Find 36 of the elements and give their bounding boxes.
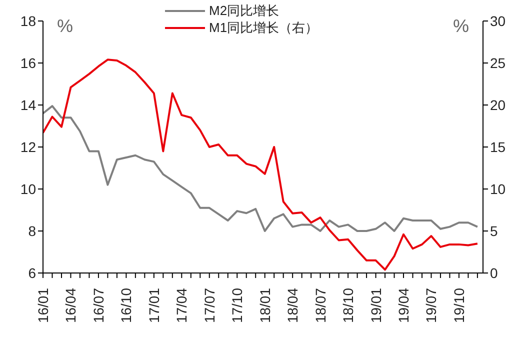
x-tick-label: 16/04 (62, 288, 79, 324)
y2-tick-label: 10 (490, 180, 506, 197)
y-tick-label: 18 (20, 12, 36, 29)
x-tick-label: 16/07 (90, 288, 106, 324)
x-tick-label: 18/10 (340, 288, 356, 324)
y-tick-label: 6 (28, 264, 36, 281)
y-tick-label: 10 (20, 180, 36, 197)
y-tick-label: 12 (20, 138, 36, 155)
line-series (43, 105, 478, 232)
y-tick-label: 16 (20, 54, 36, 71)
x-tick-label: 17/07 (201, 288, 218, 324)
legend-label: M2同比增长 (209, 2, 280, 19)
x-tick-label: 17/01 (146, 288, 162, 324)
x-tick-label: 18/01 (256, 288, 273, 324)
x-tick-label: 19/07 (423, 288, 440, 324)
x-tick-label: 19/04 (396, 288, 412, 324)
y2-tick-label: 0 (490, 264, 498, 281)
y-tick-label: 14 (20, 96, 36, 113)
x-tick-label: 19/10 (450, 288, 467, 324)
y2-tick-label: 5 (490, 222, 498, 239)
x-tick-label: 17/10 (229, 288, 246, 324)
y2-tick-label: 30 (490, 12, 506, 29)
x-tick-label: 18/07 (312, 288, 328, 324)
x-tick-label: 16/10 (118, 288, 134, 324)
x-tick-label: 17/04 (174, 288, 190, 324)
x-tick-label: 18/04 (284, 288, 301, 324)
y2-tick-label: 20 (490, 96, 506, 113)
x-tick-label: 16/01 (35, 288, 51, 324)
y-axis-title: % (56, 16, 73, 36)
y2-tick-label: 25 (490, 54, 506, 71)
line-series (43, 58, 478, 271)
x-tick-label: 19/01 (368, 288, 384, 324)
legend-label: M1同比增长（右） (209, 19, 318, 36)
y2-axis-title: % (453, 16, 470, 36)
y-tick-label: 8 (28, 222, 36, 239)
y2-tick-label: 15 (490, 138, 506, 155)
